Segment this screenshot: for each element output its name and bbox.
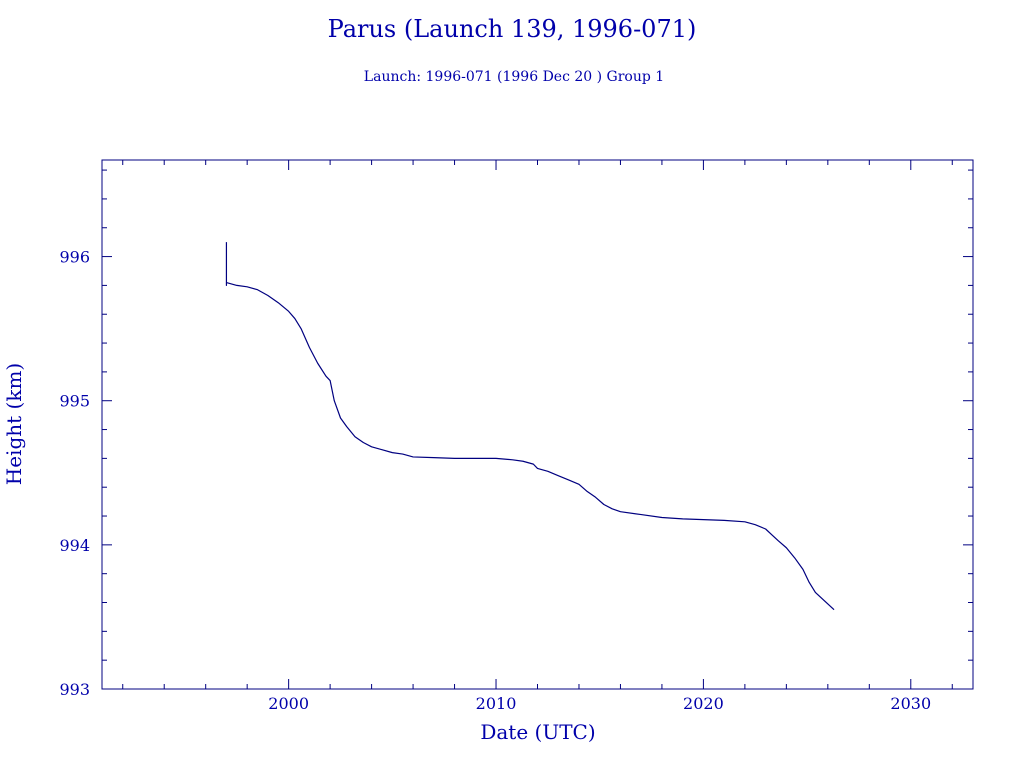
chart-subtitle: Launch: 1996-071 (1996 Dec 20 ) Group 1	[364, 69, 664, 85]
plot-frame	[101, 159, 974, 690]
tick-labels: 2000 2010 2020 2030 993 994 995 996	[59, 248, 931, 713]
y-axis-label: Height (km)	[2, 363, 26, 485]
chart-title: Parus (Launch 139, 1996-071)	[328, 15, 697, 43]
x-tick-label: 2000	[268, 694, 309, 713]
x-tick-label: 2020	[683, 694, 724, 713]
series-group	[225, 242, 835, 611]
x-axis-label: Date (UTC)	[480, 720, 595, 744]
y-tick-label: 993	[59, 680, 90, 699]
y-tick-label: 996	[59, 248, 90, 267]
x-tick-label: 2010	[476, 694, 517, 713]
y-tick-label: 995	[59, 392, 90, 411]
axis-ticks	[102, 160, 973, 690]
series-line	[225, 242, 835, 611]
x-tick-label: 2030	[890, 694, 931, 713]
y-tick-label: 994	[59, 536, 90, 555]
